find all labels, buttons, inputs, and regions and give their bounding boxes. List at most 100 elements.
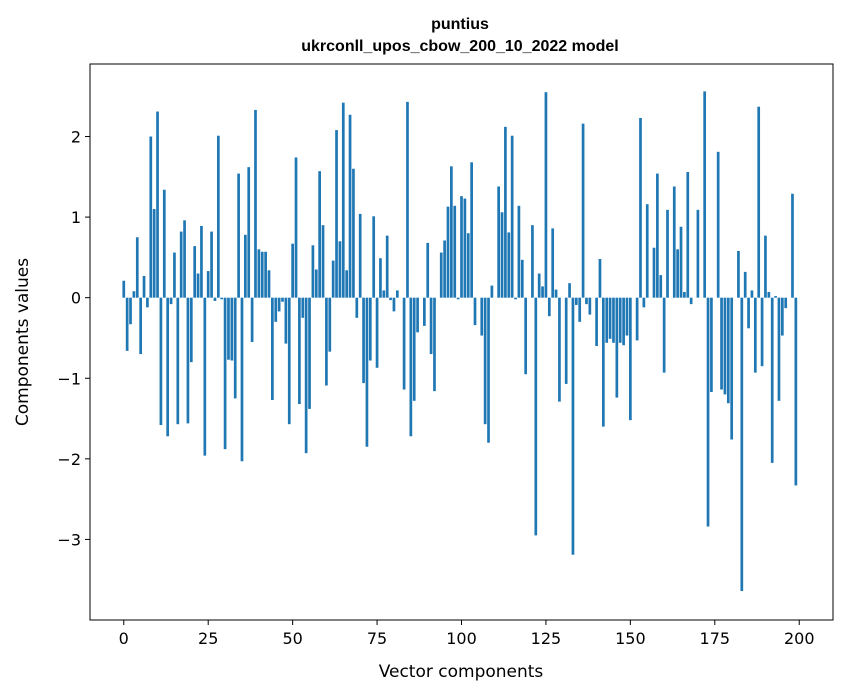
bar <box>615 297 619 398</box>
bar <box>362 297 365 384</box>
bar <box>240 297 244 462</box>
bar <box>487 297 490 443</box>
bar <box>730 297 734 440</box>
bar <box>453 205 457 298</box>
bar <box>676 249 679 298</box>
bar <box>635 297 639 341</box>
bar <box>433 297 436 392</box>
bar <box>500 212 504 298</box>
x-tick-label: 50 <box>282 629 302 648</box>
bar <box>122 280 126 298</box>
y-tick-label: −2 <box>57 450 81 469</box>
bar <box>210 231 213 298</box>
bar <box>531 225 534 298</box>
bar <box>605 297 609 343</box>
bar <box>416 297 419 333</box>
bar <box>446 206 450 298</box>
x-tick-label: 125 <box>531 629 562 648</box>
bar <box>352 168 355 298</box>
bar <box>497 186 500 298</box>
bar <box>345 270 349 298</box>
bar <box>298 297 301 405</box>
bar <box>568 283 571 298</box>
bar <box>578 297 582 322</box>
bar <box>368 297 372 361</box>
x-tick-label: 25 <box>198 629 218 648</box>
bar <box>743 271 747 298</box>
bar <box>230 297 234 361</box>
bar <box>267 270 271 298</box>
bar <box>585 297 588 305</box>
bar <box>618 297 622 343</box>
x-axis: 0 25 50 75 100 125 150 175 200 <box>119 620 815 648</box>
bar <box>703 91 707 298</box>
bar <box>331 260 335 298</box>
bar <box>179 231 183 298</box>
bar <box>720 297 723 390</box>
bar <box>689 297 693 305</box>
x-axis-label: Vector components <box>379 662 544 682</box>
bar <box>574 297 578 305</box>
y-tick-label: 0 <box>71 289 81 308</box>
bar <box>794 297 798 486</box>
y-tick-label: −3 <box>57 530 81 549</box>
bar <box>277 297 281 312</box>
bar <box>250 297 254 342</box>
x-tick-label: 100 <box>446 629 477 648</box>
bar <box>784 297 788 309</box>
bar <box>132 291 136 298</box>
bar <box>564 297 568 384</box>
y-axis: −3 −2 −1 0 1 2 <box>57 128 90 549</box>
bar <box>227 297 230 360</box>
bar <box>598 259 602 298</box>
x-tick-label: 150 <box>615 629 646 648</box>
bar <box>321 225 325 298</box>
chart-title: puntius <box>431 16 489 33</box>
bar <box>146 297 149 308</box>
bar <box>608 297 612 339</box>
bar <box>750 290 754 298</box>
bar <box>466 233 470 298</box>
bar <box>412 297 416 401</box>
bar <box>774 296 777 298</box>
bar <box>341 102 345 298</box>
bar <box>156 111 159 298</box>
bar <box>571 297 575 555</box>
bar <box>770 297 774 463</box>
bar <box>395 290 399 298</box>
x-tick-label: 75 <box>367 629 387 648</box>
bar <box>662 297 666 373</box>
bar <box>645 204 649 298</box>
bar <box>672 186 676 298</box>
bar <box>348 114 352 298</box>
bar <box>504 126 507 298</box>
bar <box>629 297 632 421</box>
bar <box>490 285 494 298</box>
bar <box>429 297 433 355</box>
bar <box>652 247 656 298</box>
bar <box>166 297 170 437</box>
x-tick-label: 175 <box>700 629 731 648</box>
chart-subtitle: ukrconll_upos_cbow_200_10_2022 model <box>301 38 618 55</box>
bar <box>470 162 473 298</box>
bar <box>679 226 683 298</box>
bar <box>196 273 200 298</box>
bar <box>365 297 369 447</box>
bar <box>247 167 251 298</box>
bar <box>271 297 274 401</box>
bar <box>257 249 261 298</box>
bar <box>379 258 382 298</box>
bar <box>723 297 727 395</box>
bar <box>547 297 551 317</box>
bar <box>537 273 541 298</box>
bar <box>534 297 538 536</box>
bar <box>260 251 264 298</box>
bar <box>135 237 139 298</box>
bar <box>456 297 460 300</box>
bar <box>294 157 298 298</box>
bar <box>696 209 700 298</box>
bar <box>666 209 669 298</box>
bar <box>382 290 386 298</box>
bar <box>463 198 467 298</box>
bar <box>328 297 332 352</box>
